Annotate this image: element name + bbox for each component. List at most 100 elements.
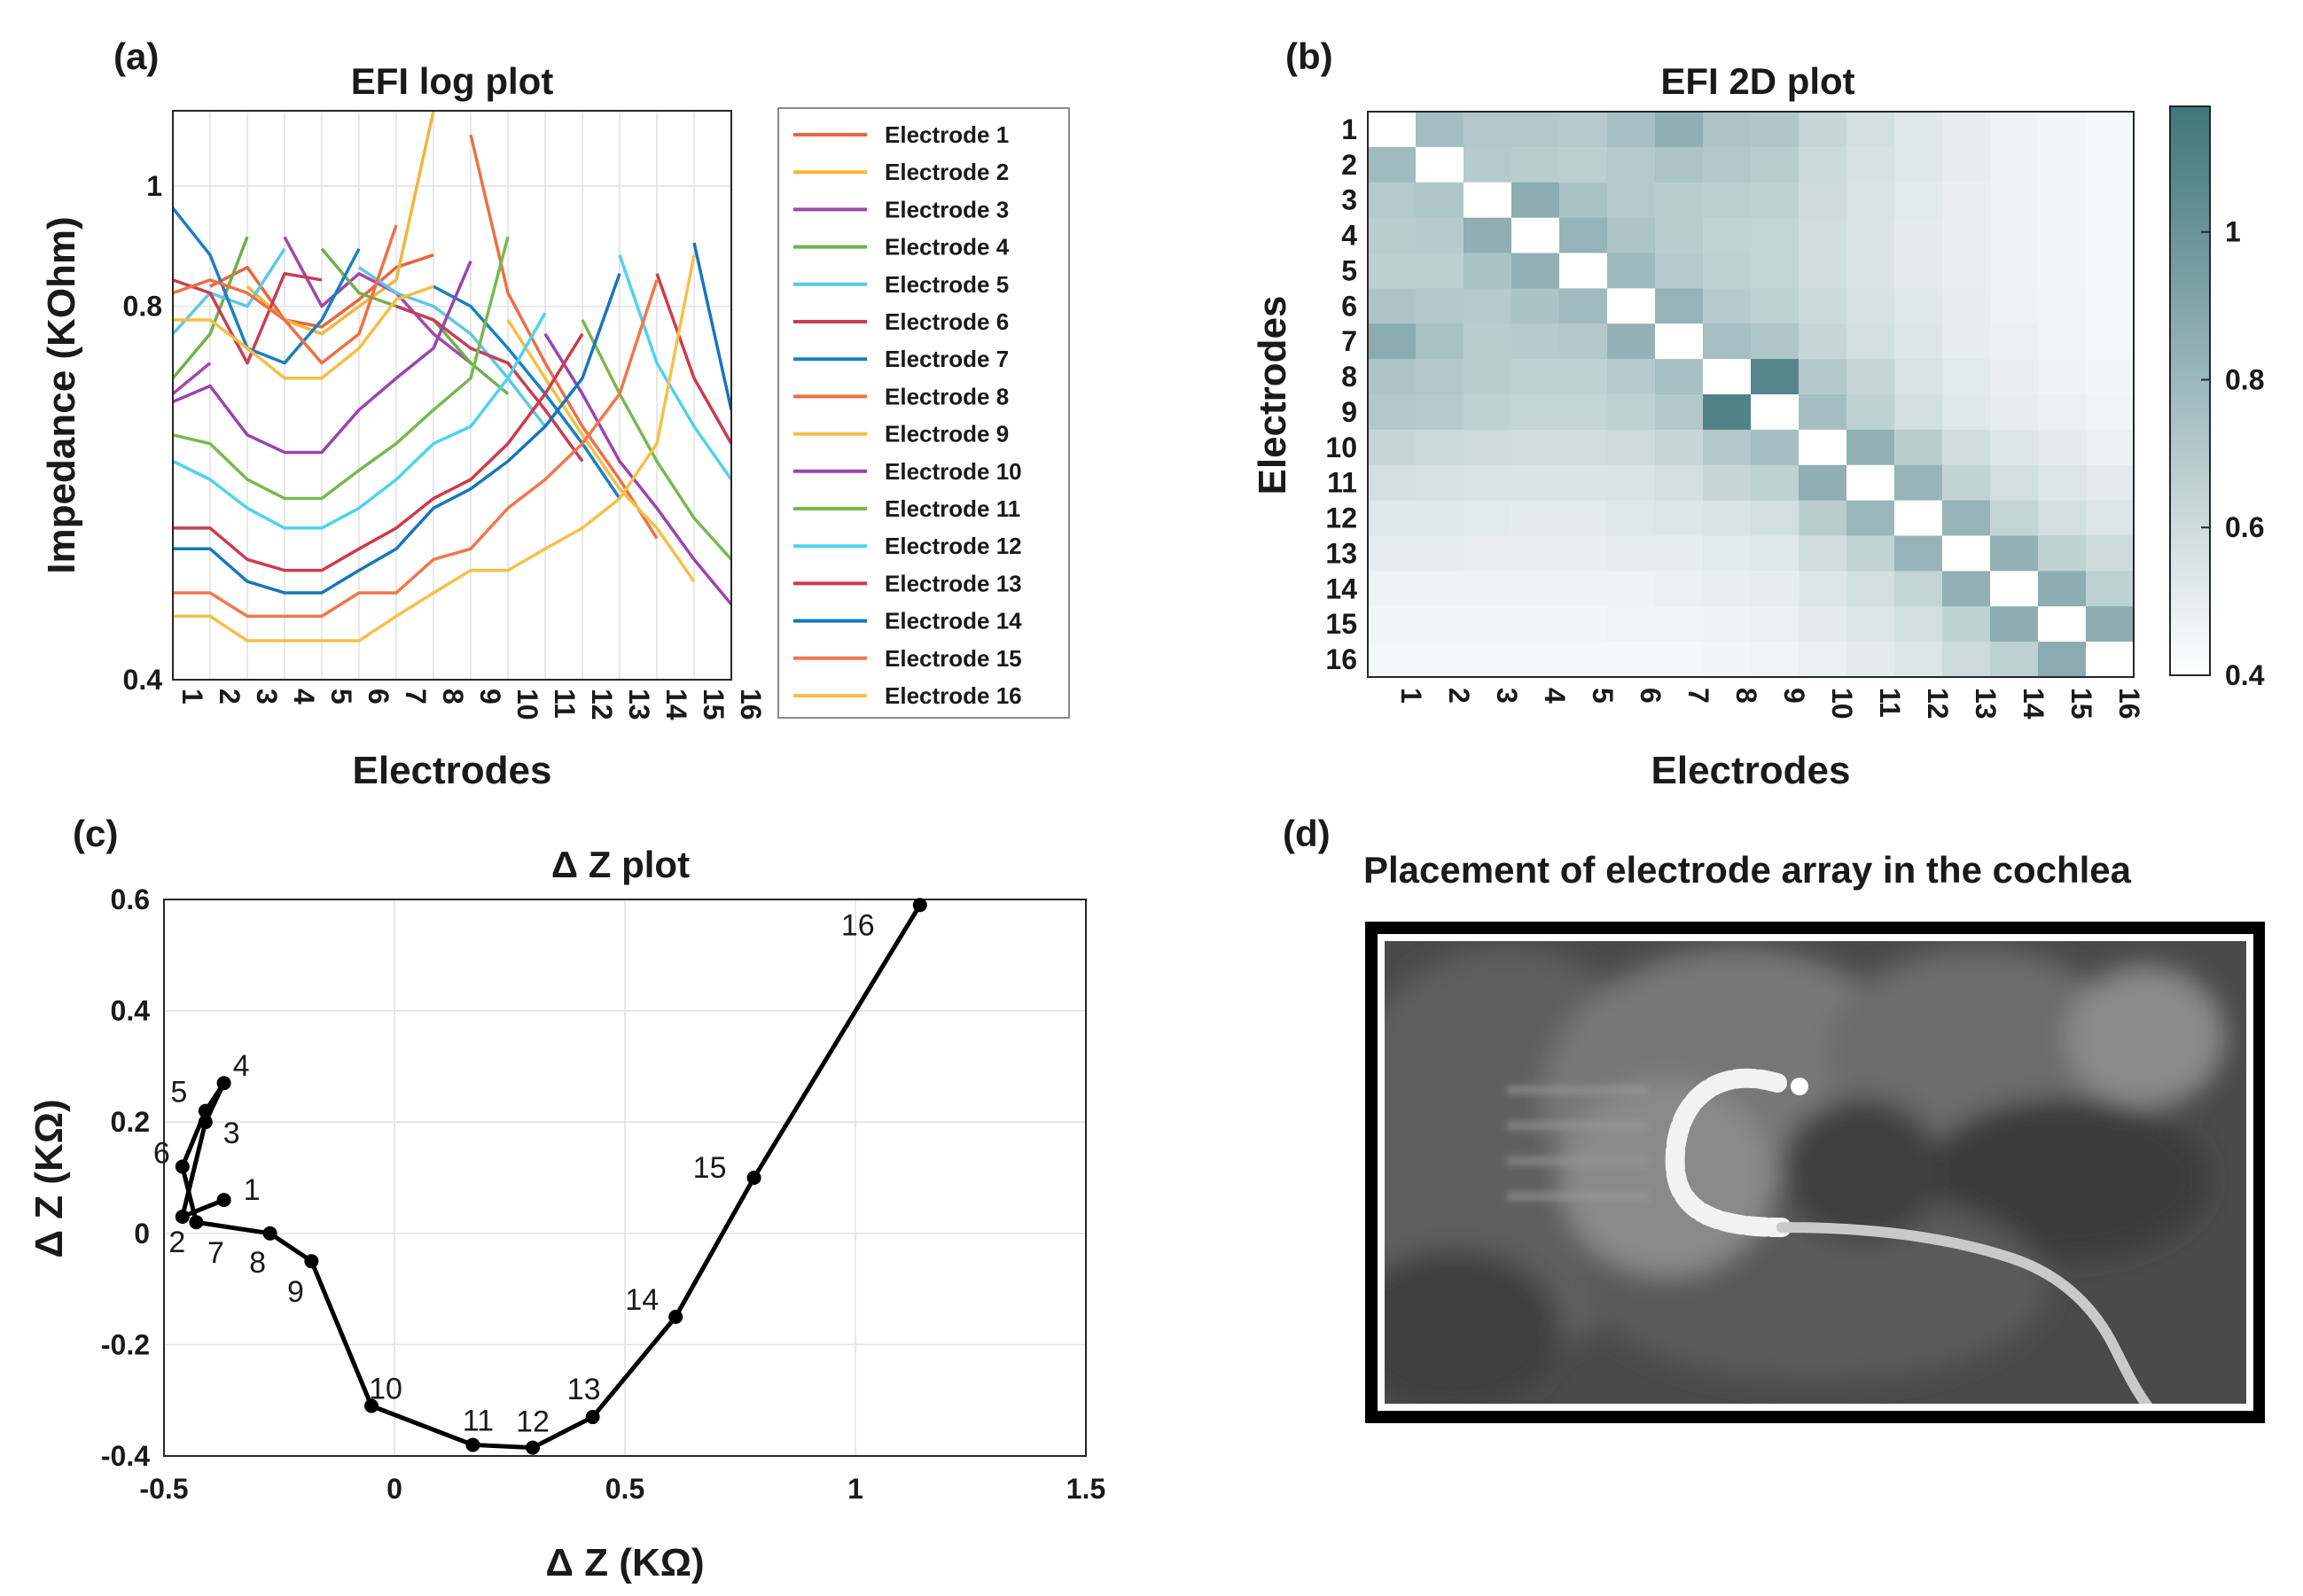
panel-a-x-axis-label: Electrodes bbox=[353, 749, 552, 792]
panel-c-grid bbox=[163, 899, 1087, 1457]
heatmap-cell bbox=[1464, 642, 1512, 678]
legend-label-electrode-1: Electrode 1 bbox=[885, 121, 1009, 148]
data-point-14 bbox=[668, 1310, 683, 1324]
legend-label-electrode-15: Electrode 15 bbox=[885, 645, 1022, 672]
heatmap-cell bbox=[1464, 253, 1512, 289]
x-tick-label: 6 bbox=[1635, 688, 1667, 704]
electrode-lead-wire bbox=[1776, 1222, 2153, 1404]
x-tick-label: 7 bbox=[400, 689, 432, 705]
heatmap-cell bbox=[1416, 606, 1464, 642]
heatmap-cell bbox=[1511, 394, 1560, 431]
heatmap-cell bbox=[1990, 112, 2039, 148]
heatmap-cell bbox=[1703, 112, 1752, 148]
heatmap-cell bbox=[1655, 642, 1704, 678]
point-label-8: 8 bbox=[249, 1246, 266, 1280]
heatmap-cell bbox=[1607, 394, 1656, 431]
series-line-electrode-4 bbox=[173, 236, 249, 379]
heatmap-cell bbox=[1990, 288, 2039, 324]
panel-b-x-ticks: 1 2 3 4 5 6 7 8 9 10 11 12 13 14 15 16 bbox=[1395, 688, 2145, 720]
heatmap-cell bbox=[1655, 323, 1704, 360]
heatmap-cell bbox=[2086, 146, 2135, 183]
heatmap-cell bbox=[1511, 182, 1560, 219]
heatmap-cell bbox=[1846, 535, 1895, 572]
heatmap-cell bbox=[1703, 217, 1752, 254]
colorbar-ticks: 0.4 0.6 0.8 1 bbox=[2201, 216, 2265, 691]
heatmap-cell bbox=[1559, 500, 1608, 537]
heatmap-cell bbox=[1942, 429, 1991, 466]
y-tick-label: 15 bbox=[1325, 608, 1357, 640]
legend-label-electrode-4: Electrode 4 bbox=[885, 234, 1010, 261]
heatmap-cell bbox=[1846, 253, 1895, 289]
panel-c-label: (c) bbox=[73, 813, 118, 854]
data-point-1 bbox=[216, 1193, 231, 1208]
heatmap-cell bbox=[1799, 146, 1847, 183]
heatmap-cell bbox=[1751, 394, 1799, 431]
point-label-1: 1 bbox=[244, 1173, 261, 1207]
heatmap-cell bbox=[2086, 288, 2135, 324]
panel-a-legend: Electrode 1 Electrode 2 Electrode 3 Electro… bbox=[777, 107, 1070, 719]
heatmap-cell bbox=[1559, 288, 1608, 324]
heatmap-cell bbox=[1894, 359, 1943, 395]
heatmap-cell bbox=[1942, 642, 1991, 678]
colorbar-tick-label: 0.8 bbox=[2225, 363, 2264, 395]
heatmap-cell bbox=[1894, 500, 1943, 537]
x-tick-label: 8 bbox=[1730, 688, 1762, 704]
heatmap-cell bbox=[1559, 217, 1608, 254]
heatmap-cell bbox=[2086, 535, 2135, 572]
x-tick-label: 12 bbox=[1922, 688, 1954, 720]
data-point-8 bbox=[262, 1226, 277, 1241]
x-tick-label: 11 bbox=[1874, 688, 1906, 718]
heatmap-cell bbox=[1607, 288, 1656, 324]
heatmap-cell bbox=[1511, 288, 1560, 324]
x-tick-label: 1 bbox=[847, 1473, 863, 1505]
heatmap-cell bbox=[2038, 146, 2087, 183]
heatmap-cell bbox=[2038, 500, 2087, 537]
series-line-electrode-10 bbox=[173, 260, 472, 455]
panel-b-title: EFI 2D plot bbox=[1660, 60, 1854, 102]
x-tick-label: 13 bbox=[1970, 688, 2002, 720]
heatmap-cell bbox=[1607, 642, 1656, 678]
heatmap-cell bbox=[1894, 535, 1943, 572]
heatmap-cell bbox=[1894, 217, 1943, 254]
legend-label-electrode-6: Electrode 6 bbox=[885, 308, 1009, 335]
heatmap-cell bbox=[1607, 464, 1656, 502]
heatmap-cell bbox=[1846, 112, 1895, 148]
y-tick-label: 13 bbox=[1325, 537, 1357, 569]
heatmap-cell bbox=[1368, 429, 1417, 466]
data-point-3 bbox=[198, 1115, 213, 1130]
heatmap-cell bbox=[1894, 112, 1943, 148]
legend-label-electrode-3: Electrode 3 bbox=[885, 196, 1009, 222]
colorbar-gradient bbox=[2169, 105, 2211, 676]
panel-c-plot-frame bbox=[163, 899, 1087, 1457]
heatmap-cell bbox=[1464, 323, 1512, 360]
heatmap-cell bbox=[1990, 182, 2039, 219]
heatmap-cell bbox=[1655, 571, 1704, 607]
heatmap-cell bbox=[1990, 394, 2039, 431]
heatmap-cell bbox=[1894, 146, 1943, 183]
heatmap-cell bbox=[1846, 429, 1895, 466]
y-tick-label: 3 bbox=[1341, 184, 1357, 216]
point-label-16: 16 bbox=[841, 908, 875, 942]
heatmap-cell bbox=[1368, 146, 1417, 183]
heatmap-cell bbox=[1464, 217, 1512, 254]
x-tick-label: 10 bbox=[511, 689, 543, 720]
heatmap-cell bbox=[1990, 359, 2039, 395]
point-label-5: 5 bbox=[170, 1076, 187, 1109]
heatmap-cell bbox=[2086, 606, 2135, 642]
point-label-15: 15 bbox=[693, 1151, 727, 1185]
heatmap-cell bbox=[1607, 359, 1656, 395]
heatmap-cell bbox=[1416, 642, 1464, 678]
heatmap-cell bbox=[1751, 571, 1799, 607]
series-line-electrode-14 bbox=[173, 273, 621, 595]
heatmap-cell bbox=[2086, 464, 2135, 502]
x-tick-label: 14 bbox=[660, 689, 692, 720]
x-tick-label: 7 bbox=[1682, 688, 1714, 704]
panel-c-y-ticks: -0.4 -0.2 0 0.2 0.4 0.6 bbox=[101, 884, 150, 1472]
heatmap-cell bbox=[1703, 429, 1752, 466]
heatmap-cell bbox=[1703, 394, 1752, 431]
legend-label-electrode-7: Electrode 7 bbox=[885, 346, 1009, 372]
heatmap-cell bbox=[1559, 606, 1608, 642]
heatmap-cell bbox=[1894, 394, 1943, 431]
